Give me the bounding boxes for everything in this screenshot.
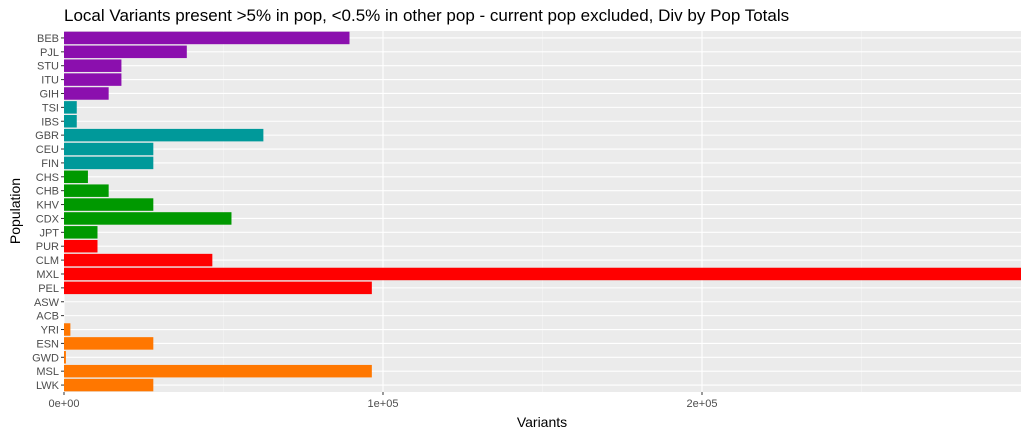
bar-clm	[64, 253, 213, 267]
bar-msl	[64, 364, 372, 378]
y-tick-label: LWK	[36, 380, 60, 392]
bar-jpt	[64, 226, 98, 239]
x-tick-label: 1e+05	[368, 398, 399, 410]
bar-pel	[64, 281, 372, 295]
y-tick-label: CEU	[36, 144, 59, 156]
bar-itu	[64, 73, 122, 86]
y-tick-label: STU	[37, 61, 59, 73]
bar-stu	[64, 59, 122, 72]
x-tick-label: 0e+00	[49, 398, 80, 410]
y-axis: BEBPJLSTUITUGIHTSIIBSGBRCEUFINCHSCHBKHVC…	[32, 33, 64, 392]
y-tick-label: JPT	[39, 227, 59, 239]
y-tick-label: ASW	[34, 297, 60, 309]
bar-cdx	[64, 212, 232, 225]
y-tick-label: PUR	[36, 241, 59, 253]
x-axis-title: Variants	[517, 414, 567, 430]
bar-esn	[64, 337, 154, 350]
bar-gbr	[64, 128, 264, 142]
y-tick-label: GIH	[39, 88, 59, 100]
bars	[64, 31, 1021, 392]
y-tick-label: BEB	[37, 33, 59, 45]
bar-yri	[64, 323, 71, 336]
bar-pur	[64, 239, 98, 253]
bar-mxl	[64, 267, 1021, 281]
y-tick-label: PEL	[38, 283, 59, 295]
y-tick-label: TSI	[42, 102, 59, 114]
y-tick-label: GWD	[32, 352, 59, 364]
y-axis-title: Population	[7, 178, 23, 244]
y-tick-label: ITU	[41, 75, 59, 87]
x-tick-label: 2e+05	[687, 398, 718, 410]
bar-chs	[64, 170, 88, 184]
bar-ceu	[64, 142, 154, 156]
y-tick-label: ESN	[36, 338, 59, 350]
y-tick-label: CLM	[36, 255, 59, 267]
y-tick-label: GBR	[35, 130, 59, 142]
bar-beb	[64, 31, 350, 45]
y-tick-label: PJL	[40, 47, 59, 59]
y-tick-label: IBS	[41, 116, 59, 128]
bar-chb	[64, 184, 109, 197]
x-axis: 0e+00 1e+05 2e+05	[49, 392, 718, 410]
y-tick-label: FIN	[41, 158, 59, 170]
bar-ibs	[64, 115, 77, 128]
y-tick-label: CDX	[36, 213, 60, 225]
bar-khv	[64, 198, 154, 211]
y-tick-label: YRI	[41, 325, 59, 337]
y-tick-label: MXL	[36, 269, 59, 281]
y-tick-label: CHS	[36, 172, 59, 184]
y-tick-label: ACB	[36, 311, 59, 323]
y-tick-label: MSL	[36, 366, 59, 378]
y-tick-label: CHB	[36, 186, 59, 198]
bar-gwd	[64, 351, 66, 364]
bar-pjl	[64, 45, 187, 59]
bar-fin	[64, 156, 154, 170]
bar-tsi	[64, 101, 77, 114]
bar-gih	[64, 87, 109, 100]
y-tick-label: KHV	[36, 200, 59, 212]
chart-title: Local Variants present >5% in pop, <0.5%…	[64, 6, 790, 25]
bar-lwk	[64, 378, 154, 392]
